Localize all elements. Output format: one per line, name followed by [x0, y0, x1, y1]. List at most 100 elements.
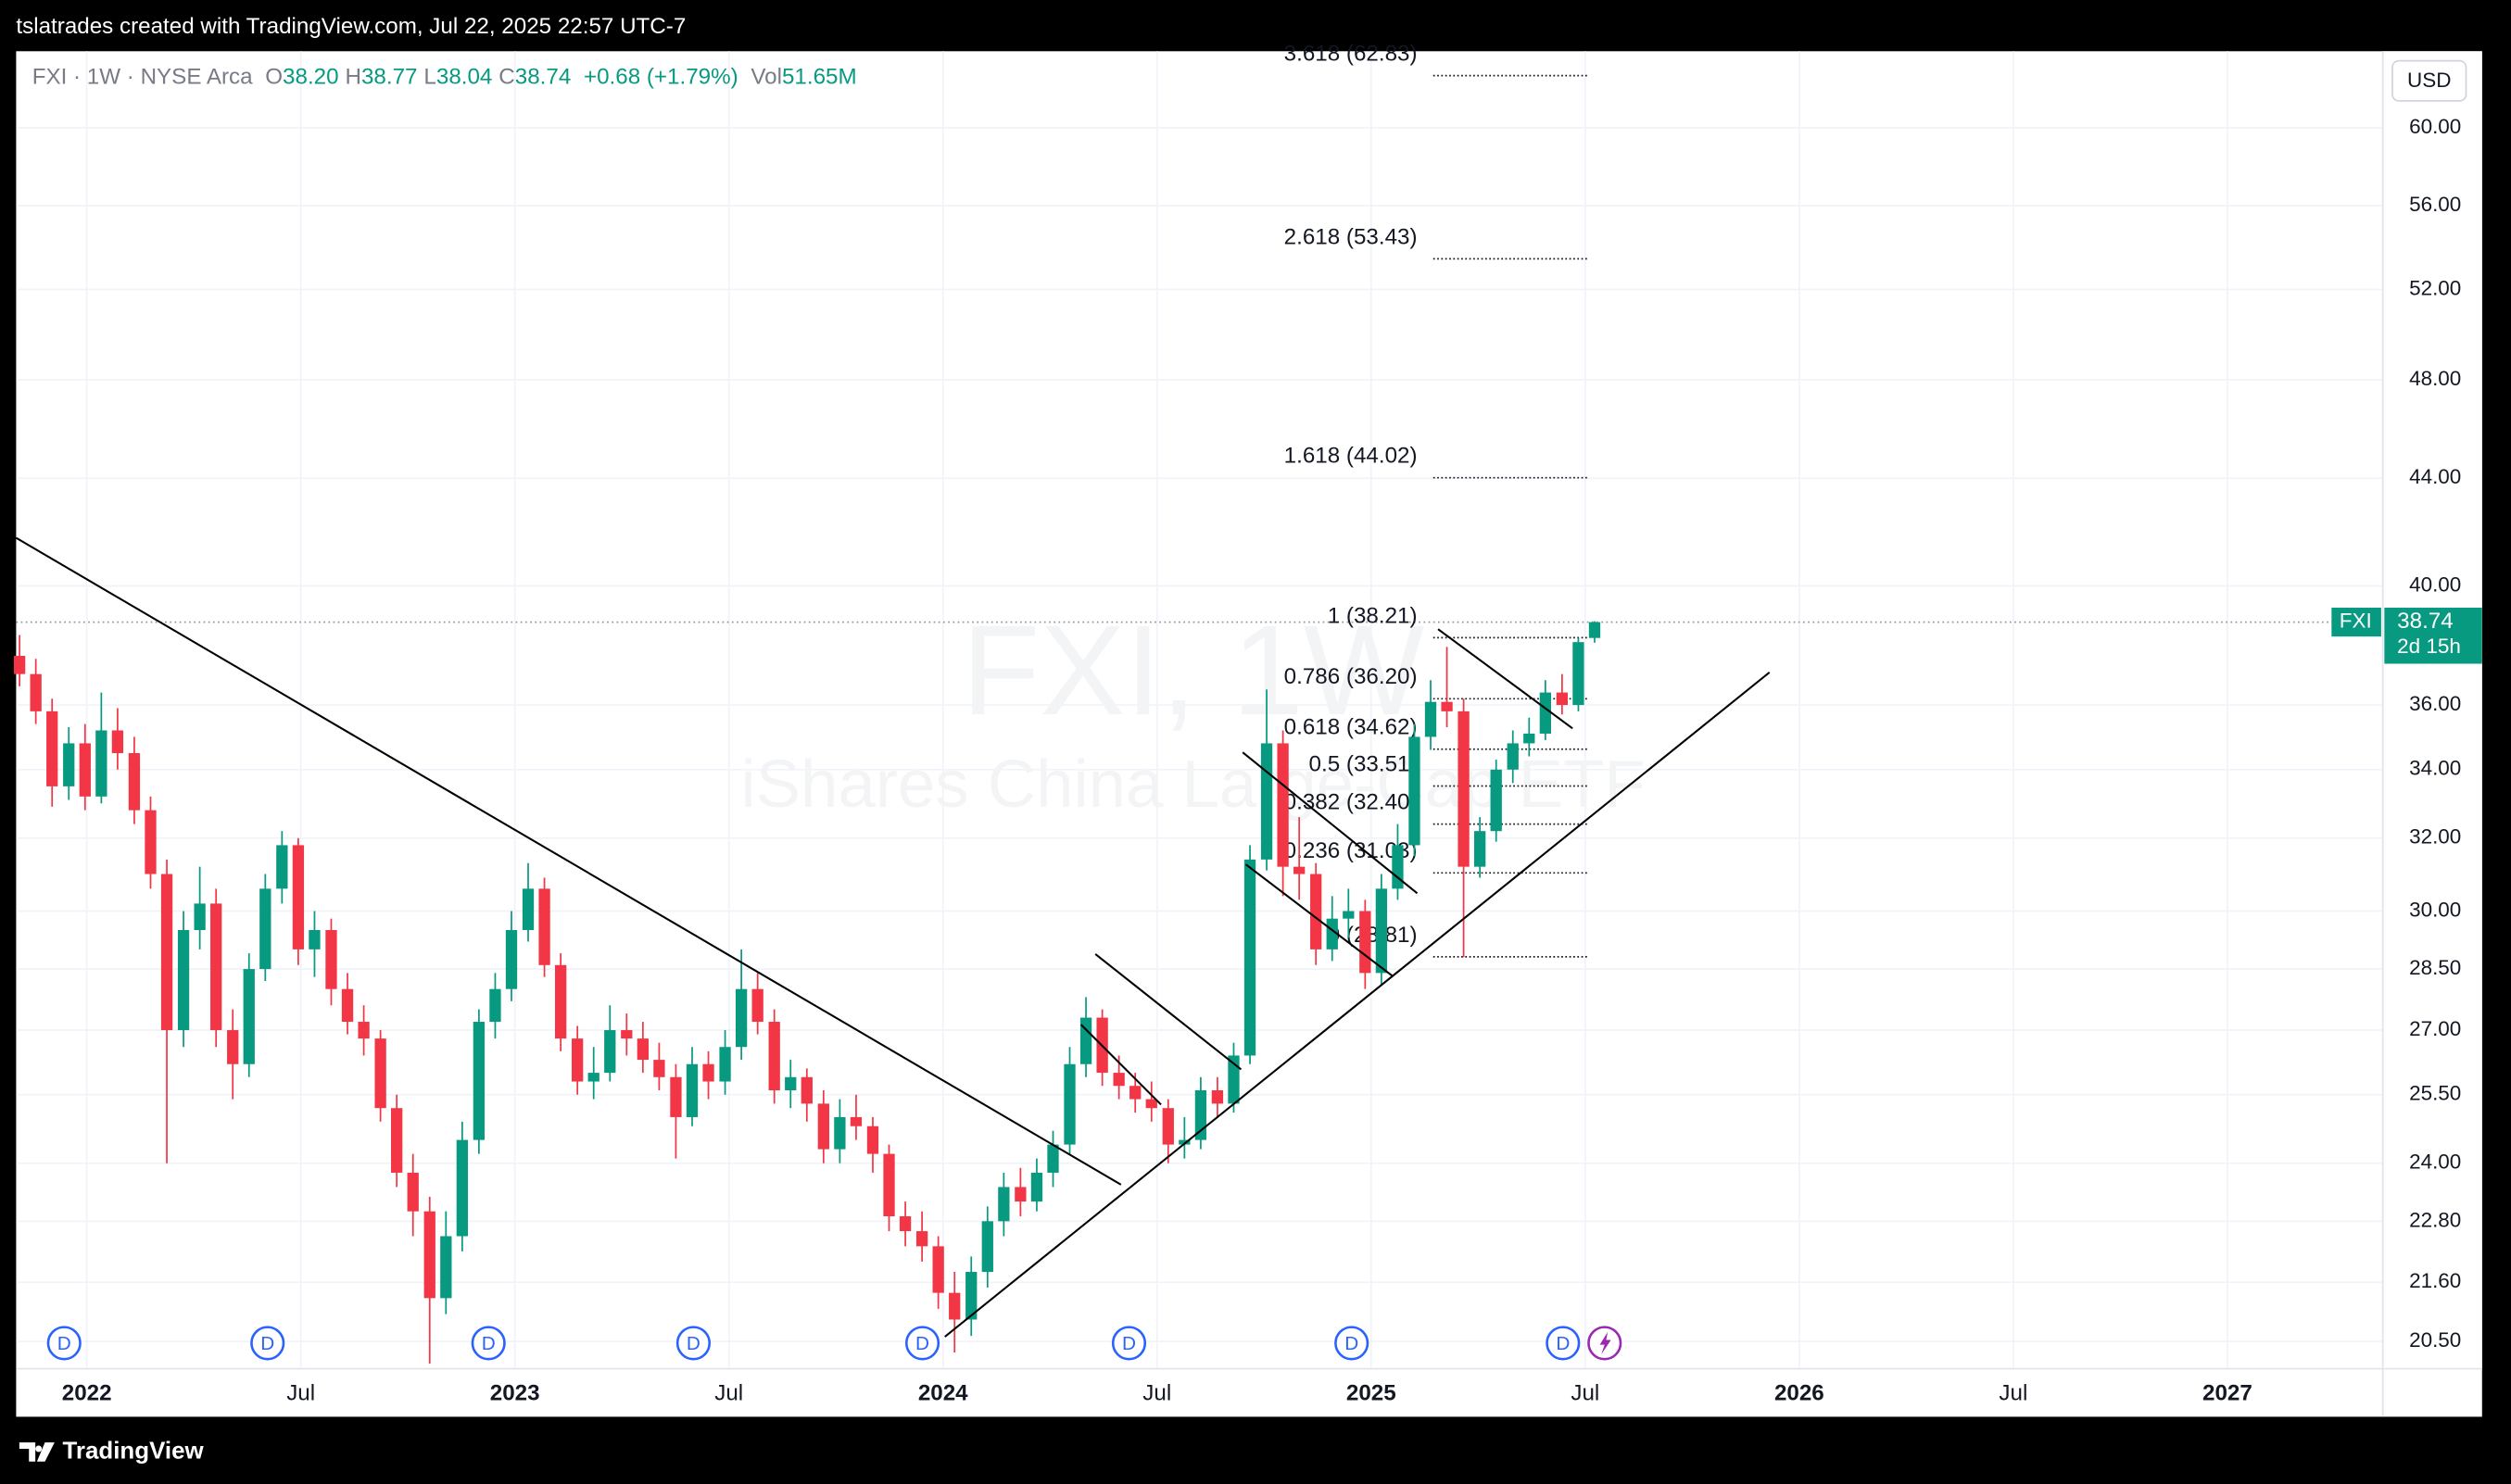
legend-key: H — [345, 65, 360, 90]
dividend-marker[interactable] — [904, 1326, 940, 1361]
fib-level-label: 0.5 (33.51) — [1309, 751, 1418, 776]
currency-label[interactable]: USD — [2407, 69, 2451, 92]
dividend-marker[interactable] — [1546, 1326, 1581, 1361]
trend-line — [1245, 863, 1394, 977]
candle-body — [194, 903, 206, 931]
event-icon — [1599, 1331, 1611, 1355]
candle-body — [1228, 1055, 1240, 1104]
dividend-label[interactable]: D — [1556, 1333, 1570, 1354]
trend-line — [1094, 953, 1243, 1071]
y-tick-label: 36.00 — [2409, 692, 2461, 715]
dividend-label[interactable]: D — [915, 1333, 929, 1354]
fib-level-label: 0.382 (32.40) — [1284, 790, 1418, 815]
legend-value: 38.20 — [283, 65, 339, 90]
candle-body — [702, 1063, 714, 1082]
candle-body — [1260, 743, 1273, 860]
candle-body — [670, 1076, 682, 1117]
axes: 2022 Jul 2023 Jul 2024 Jul 2025 Jul 2026 Jul 2027 6… — [62, 115, 2482, 1406]
candle-body — [1113, 1073, 1125, 1087]
fib-level-label: 1 (38.21) — [1328, 603, 1418, 628]
x-tick-label: 2023 — [490, 1381, 540, 1406]
chart-pane — [16, 51, 2482, 1417]
candle-body — [538, 888, 550, 965]
candle-body — [1392, 845, 1404, 889]
candle-body — [374, 1038, 386, 1109]
candle-body — [949, 1292, 961, 1320]
price-tag-value: 38.74 — [2397, 609, 2454, 634]
currency-button[interactable] — [2391, 59, 2467, 102]
watermark-title: FXI, 1W — [962, 599, 1425, 742]
y-tick-label: 56.00 — [2409, 193, 2461, 216]
dividend-marker[interactable] — [46, 1326, 82, 1361]
candle-body — [63, 743, 75, 786]
candle-body — [621, 1030, 633, 1039]
dividend-marker[interactable] — [471, 1326, 506, 1361]
candle-body — [1326, 918, 1338, 950]
candle-body — [751, 988, 763, 1023]
candle-body — [1523, 733, 1535, 744]
candle-body — [1194, 1090, 1207, 1140]
x-tick-label: Jul — [1571, 1381, 1599, 1406]
y-tick-label: 34.00 — [2409, 757, 2461, 780]
candle-body — [1129, 1086, 1142, 1100]
dividend-label[interactable]: D — [1344, 1333, 1358, 1354]
y-tick-label: 60.00 — [2409, 115, 2461, 138]
candle-body — [489, 988, 501, 1023]
candle-body — [13, 656, 26, 674]
candle-body — [785, 1076, 797, 1091]
candle-body — [177, 930, 190, 1031]
x-tick-label: Jul — [714, 1381, 743, 1406]
candle-body — [572, 1038, 584, 1082]
y-tick-label: 27.00 — [2409, 1017, 2461, 1040]
candle-body — [719, 1047, 731, 1082]
dividend-label[interactable]: D — [482, 1333, 496, 1354]
y-tick-label: 25.50 — [2409, 1082, 2461, 1105]
dividend-marker[interactable] — [675, 1326, 711, 1361]
candle-body — [637, 1038, 649, 1061]
candle-body — [1179, 1139, 1191, 1145]
candle-body — [1243, 859, 1256, 1056]
candle-body — [850, 1116, 863, 1126]
candle-body — [95, 730, 107, 797]
candle-body — [1408, 736, 1420, 846]
y-tick-label: 52.00 — [2409, 276, 2461, 299]
footer: TradingView — [19, 1438, 204, 1464]
dividend-label[interactable]: D — [687, 1333, 700, 1354]
candle-body — [998, 1187, 1010, 1222]
dividend-label[interactable]: D — [57, 1333, 71, 1354]
legend-volume: 51.65M — [782, 65, 857, 90]
candle-body — [30, 673, 42, 711]
price-tag-box — [2384, 608, 2482, 664]
candle-body — [1457, 711, 1470, 867]
candle-body — [407, 1172, 419, 1212]
trend-line — [15, 536, 1122, 1186]
y-tick-label: 48.00 — [2409, 367, 2461, 390]
x-tick-label: Jul — [1142, 1381, 1171, 1406]
dividend-label[interactable]: D — [1122, 1333, 1136, 1354]
x-tick-label: 2027 — [2202, 1381, 2252, 1406]
dividend-label[interactable]: D — [260, 1333, 274, 1354]
legend-value: 38.04 — [436, 65, 493, 90]
x-tick-label: 2022 — [62, 1381, 112, 1406]
candle-body — [965, 1272, 978, 1320]
candle-body — [227, 1030, 239, 1064]
legend-change: +0.68 (+1.79%) — [584, 65, 738, 90]
candle-body — [210, 903, 222, 1031]
candle-body — [259, 888, 271, 970]
x-tick-label: 2025 — [1346, 1381, 1396, 1406]
candle-body — [554, 964, 567, 1039]
dividend-marker[interactable] — [1111, 1326, 1147, 1361]
candle-body — [735, 988, 748, 1048]
candle-body — [1343, 911, 1355, 919]
fib-retracement: 3.618 (62.83) 2.618 (53.43) 1.618 (44.02) 1… — [1284, 42, 1589, 958]
candle-body — [309, 930, 321, 950]
candle-body — [1441, 701, 1453, 711]
dividend-marker[interactable] — [1334, 1326, 1369, 1361]
candle-body — [883, 1153, 895, 1216]
dividend-marker[interactable] — [250, 1326, 285, 1361]
candle-body — [1507, 743, 1519, 770]
candle-body — [587, 1073, 599, 1082]
candle-body — [1030, 1172, 1043, 1202]
candle-body — [391, 1108, 403, 1173]
